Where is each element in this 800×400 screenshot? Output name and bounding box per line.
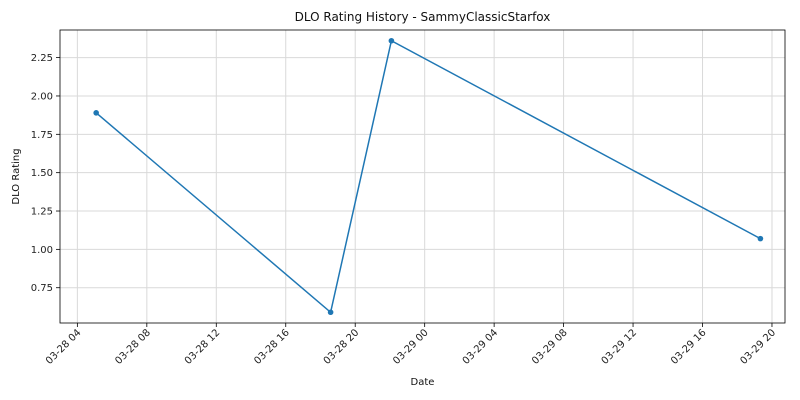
x-axis: 03-28 04 03-28 08 03-28 12 03-28 16 03-28 20… (44, 323, 778, 367)
x-tick-label: 03-28 08 (113, 327, 153, 367)
series-line (95, 39, 761, 314)
x-tick-label: 03-29 12 (600, 327, 640, 367)
series-layer (93, 37, 764, 316)
x-tick-label: 03-29 20 (739, 327, 779, 367)
y-tick-label: 2.00 (31, 91, 53, 102)
plot-area-frame (59, 29, 786, 324)
x-tick-label: 03-29 08 (530, 327, 570, 367)
data-point (388, 37, 395, 44)
x-tick-label: 03-28 16 (252, 327, 292, 367)
x-tick-label: 03-29 00 (391, 327, 431, 367)
y-tick-label: 1.00 (31, 245, 53, 256)
y-tick-label: 1.25 (31, 207, 53, 218)
grid (60, 30, 785, 323)
y-tick-label: 1.50 (31, 168, 53, 179)
x-tick-label: 03-28 20 (322, 327, 362, 367)
data-point (757, 235, 764, 242)
x-tick-label: 03-29 16 (669, 327, 709, 367)
data-point (327, 309, 334, 316)
y-tick-label: 0.75 (31, 283, 53, 294)
y-tick-label: 1.75 (31, 130, 53, 141)
x-tick-label: 03-28 12 (183, 327, 223, 367)
y-axis-label: DLO Rating (11, 148, 22, 204)
x-tick-label: 03-28 04 (44, 327, 84, 367)
y-tick-label: 2.25 (31, 53, 53, 64)
data-point (93, 110, 99, 116)
y-axis: 0.75 1.00 1.25 1.50 1.75 2.00 2.25 (31, 53, 60, 294)
x-tick-label: 03-29 04 (461, 327, 501, 367)
x-axis-label: Date (411, 377, 435, 388)
chart-title: DLO Rating History - SammyClassicStarfox (295, 10, 551, 24)
